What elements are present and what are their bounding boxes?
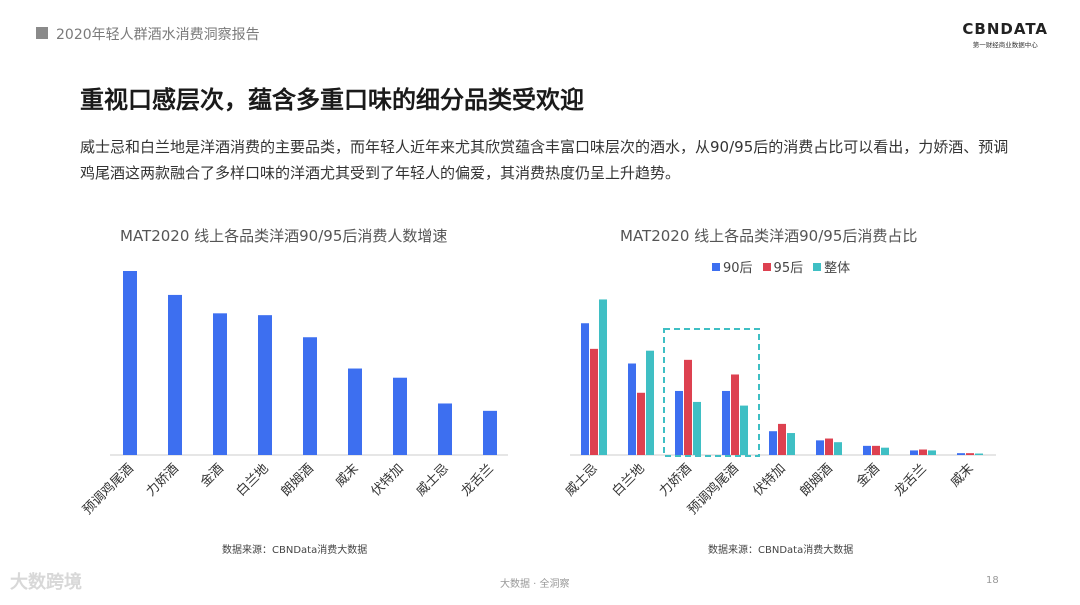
chart2-xlabel-5: 朗姆酒 (798, 461, 836, 499)
chart1-xlabel-2: 金酒 (197, 461, 227, 491)
chart1-bar-1 (168, 294, 182, 455)
chart2-bar-8-0 (957, 453, 965, 455)
chart2-xlabel-0: 威士忌 (563, 461, 601, 499)
chart2-bar-4-1 (778, 423, 786, 455)
chart2-highlight-box (663, 328, 760, 457)
chart1-bar-4 (303, 337, 317, 455)
chart2-bar-7-2 (928, 450, 936, 455)
chart1-bar-7 (438, 403, 452, 455)
legend-label-overall: 整体 (824, 261, 851, 276)
chart1-bar-5 (348, 368, 362, 455)
chart2-xlabel-2: 力娇酒 (657, 461, 695, 499)
chart2-source: 数据来源：CBNData消费大数据 (708, 545, 854, 556)
report-title: 2020年轻人群酒水消费洞察报告 (56, 27, 260, 43)
legend-label-90: 90后 (723, 261, 753, 276)
chart1-bar-6 (393, 377, 407, 455)
chart2-bar-3-1 (731, 374, 739, 455)
logo-text: CBNDATA (962, 20, 1048, 38)
chart2-bar-5-0 (816, 440, 824, 455)
chart1-source: 数据来源：CBNData消费大数据 (222, 545, 368, 556)
chart2-bar-7-1 (919, 449, 927, 455)
chart1-xlabel-1: 力娇酒 (144, 461, 182, 499)
chart1-xlabel-0: 预调鸡尾酒 (80, 461, 137, 518)
chart2-xlabel-1: 白兰地 (609, 461, 648, 500)
chart2-xlabel-6: 金酒 (853, 461, 883, 491)
chart2-bar-8-2 (975, 453, 983, 455)
chart1-xlabel-7: 威士忌 (414, 461, 452, 499)
chart2-bar-2-2 (693, 401, 701, 455)
page-title: 重视口感层次，蕴含多重口味的细分品类受欢迎 (80, 86, 584, 114)
chart1-bar-0 (123, 271, 137, 455)
chart2-bar-1-2 (646, 350, 654, 455)
chart2-title: MAT2020 线上各品类洋酒90/95后消费占比 (620, 227, 918, 245)
chart2-bar-6-2 (881, 447, 889, 455)
chart2-xlabel-8: 威末 (948, 461, 977, 490)
chart2-bar-5-2 (834, 442, 842, 455)
chart1-xlabel-3: 白兰地 (233, 461, 272, 500)
chart2-bar-4-2 (787, 433, 795, 455)
chart1-bar-8 (483, 410, 497, 455)
footer-text: 大数据 · 全洞察 (500, 579, 570, 590)
chart2-bar-8-1 (966, 453, 974, 455)
legend-swatch-90 (712, 262, 720, 271)
chart1-bar-2 (213, 313, 227, 455)
chart1-xlabel-6: 伏特加 (369, 461, 407, 499)
chart1-xlabel-4: 朗姆酒 (279, 461, 317, 499)
chart2-bar-0-1 (590, 348, 598, 455)
legend-label-95: 95后 (773, 261, 804, 276)
chart1-bar-3 (258, 315, 272, 455)
chart2-bar-3-2 (740, 405, 748, 455)
watermark: 大数跨境 (10, 572, 82, 593)
chart2-xlabel-7: 龙舌兰 (892, 461, 930, 499)
header-square (36, 27, 48, 39)
body-paragraph: 威士忌和白兰地是洋酒消费的主要品类，而年轻人近年来尤其欣赏蕴含丰富口味层次的酒水… (80, 138, 1009, 182)
chart2-bar-1-0 (628, 363, 636, 455)
chart1-xlabel-5: 威末 (333, 461, 362, 490)
chart1-xlabel-8: 龙舌兰 (459, 461, 497, 499)
chart2-bar-1-1 (637, 392, 645, 455)
legend-item-90: 90后 (712, 257, 753, 276)
cbndata-logo: CBNDATA 第一财经商业数据中心 (962, 20, 1048, 49)
chart2-bar-6-0 (863, 445, 871, 455)
chart2-xlabel-4: 伏特加 (751, 461, 789, 499)
chart2-bar-5-1 (825, 438, 833, 455)
legend-swatch-95 (762, 262, 771, 271)
logo-subtitle: 第一财经商业数据中心 (972, 41, 1038, 49)
page-number: 18 (986, 575, 999, 586)
legend-swatch-overall (813, 262, 822, 271)
chart2-bar-6-1 (872, 445, 880, 455)
chart2-bar-2-1 (684, 359, 692, 455)
chart2-bar-0-0 (581, 323, 589, 455)
chart2-legend: 90后 95后 整体 (712, 257, 850, 276)
chart1-title: MAT2020 线上各品类洋酒90/95后消费人数增速 (120, 227, 448, 245)
chart2-bar-3-0 (722, 390, 730, 455)
legend-item-overall: 整体 (813, 257, 850, 276)
chart2-bar-2-0 (675, 390, 683, 455)
chart2-bar-0-2 (599, 299, 607, 455)
chart2-bar-7-0 (910, 450, 918, 455)
legend-item-95: 95后 (762, 257, 804, 276)
chart2-xlabel-3: 预调鸡尾酒 (685, 461, 742, 518)
chart2-bar-4-0 (769, 431, 777, 455)
